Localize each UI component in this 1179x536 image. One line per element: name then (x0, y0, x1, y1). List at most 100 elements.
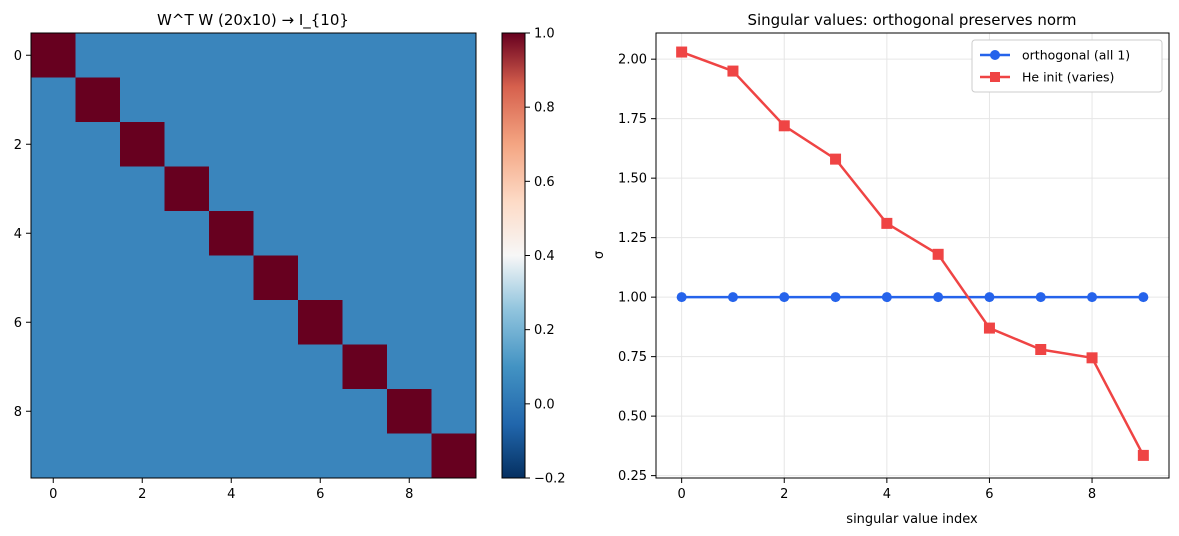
series-point-0 (727, 292, 738, 303)
heatmap-cell (209, 77, 254, 123)
heatmap-cell (253, 389, 299, 434)
heatmap-cell (253, 300, 299, 345)
heatmap-cell (431, 77, 477, 123)
heatmap-cell (342, 344, 388, 390)
heatmap-cell (342, 433, 388, 479)
line-y-axis-label: σ (592, 251, 607, 259)
heatmap-cell (298, 300, 343, 345)
heatmap-x-tick-label: 2 (138, 487, 146, 502)
heatmap-cell (387, 255, 432, 301)
line-title: Singular values: orthogonal preserves no… (747, 11, 1076, 29)
heatmap-cell (298, 211, 343, 256)
heatmap-cell (120, 166, 165, 212)
heatmap-cell (431, 389, 477, 434)
heatmap-cell (75, 255, 121, 301)
heatmap-cell (431, 33, 477, 78)
heatmap-cell (120, 211, 165, 256)
series-point-1 (1035, 343, 1047, 355)
heatmap-cell (387, 300, 432, 345)
heatmap-cell (387, 433, 432, 479)
series-point-0 (676, 292, 687, 303)
heatmap-cell (209, 344, 254, 390)
heatmap-cell (387, 344, 432, 390)
legend-box (971, 39, 1163, 93)
heatmap-cell (342, 300, 388, 345)
line-frame (655, 32, 1170, 479)
line-panel: Singular values: orthogonal preserves no… (592, 11, 1170, 527)
series-point-0 (1138, 292, 1149, 303)
series-point-1 (932, 248, 944, 260)
heatmap-cell (120, 389, 165, 434)
heatmap-cell (253, 255, 299, 301)
heatmap-cell (431, 211, 477, 256)
heatmap-cell (387, 389, 432, 434)
heatmap-cell (164, 166, 210, 212)
series-point-1 (1137, 449, 1149, 461)
heatmap-cell (431, 344, 477, 390)
heatmap-cell (31, 389, 76, 434)
heatmap-cell (31, 211, 76, 256)
heatmap-cell (164, 255, 210, 301)
series-point-1 (727, 65, 739, 77)
heatmap-frame (30, 32, 477, 479)
series-point-1 (830, 153, 842, 165)
heatmap-cell (298, 344, 343, 390)
heatmap-cell (209, 211, 254, 256)
colorbar-tick-label: 1.0 (534, 27, 555, 42)
line-y-tick-label: 1.25 (618, 231, 647, 246)
line-y-tick-label: 1.75 (618, 112, 647, 127)
series-point-0 (779, 292, 790, 303)
heatmap-cell (431, 166, 477, 212)
heatmap-cell (253, 77, 299, 123)
heatmap-cell (75, 33, 121, 78)
heatmap-cell (75, 122, 121, 167)
legend-marker-orthogonal (990, 50, 1000, 60)
heatmap-cell (253, 166, 299, 212)
heatmap-cell (209, 166, 254, 212)
heatmap-cell (209, 122, 254, 167)
heatmap-cell (342, 255, 388, 301)
heatmap-cell (120, 77, 165, 123)
line-y-tick-label: 1.00 (618, 291, 647, 306)
heatmap-cell (164, 211, 210, 256)
line-x-tick-label: 0 (678, 487, 686, 502)
heatmap-cell (209, 389, 254, 434)
series-line-1 (681, 50, 1145, 456)
heatmap-cell (120, 255, 165, 301)
heatmap-title: W^T W (20x10) → I_{10} (157, 11, 349, 30)
heatmap-cell (431, 300, 477, 345)
heatmap-cell (31, 122, 76, 167)
line-x-ticks: 0 2 4 6 8 (678, 478, 1096, 502)
heatmap-cell (342, 389, 388, 434)
line-y-ticks: 2.00 1.75 1.50 1.25 1.00 0.75 0.50 0.25 (618, 53, 656, 484)
heatmap-cell (253, 344, 299, 390)
heatmap-cell (387, 122, 432, 167)
heatmap-y-tick-label: 6 (14, 316, 22, 331)
heatmap-y-tick-label: 2 (14, 138, 22, 153)
heatmap-cell (164, 344, 210, 390)
line-x-tick-label: 8 (1088, 487, 1096, 502)
heatmap-cell (387, 166, 432, 212)
heatmap-cell (298, 166, 343, 212)
heatmap-cell (120, 344, 165, 390)
heatmap-cell (209, 300, 254, 345)
heatmap-x-tick-label: 8 (405, 487, 413, 502)
heatmap-cell (253, 433, 299, 479)
line-grid (656, 33, 1169, 478)
line-y-tick-label: 2.00 (618, 53, 647, 68)
line-x-tick-label: 4 (883, 487, 891, 502)
colorbar-tick-label: 0.0 (534, 397, 555, 412)
heatmap-cell (387, 77, 432, 123)
colorbar-tick-label: 0.4 (534, 249, 555, 264)
heatmap-cell (164, 389, 210, 434)
heatmap-cell (31, 33, 76, 78)
colorbar-tick-label: 0.8 (534, 101, 555, 116)
heatmap-cells (31, 33, 477, 479)
heatmap-cell (298, 255, 343, 301)
series-point-0 (933, 292, 944, 303)
legend-label-he-init: He init (varies) (1022, 70, 1114, 85)
heatmap-cell (431, 433, 477, 479)
series-point-0 (881, 292, 892, 303)
heatmap-cell (31, 166, 76, 212)
series-point-0 (1035, 292, 1046, 303)
